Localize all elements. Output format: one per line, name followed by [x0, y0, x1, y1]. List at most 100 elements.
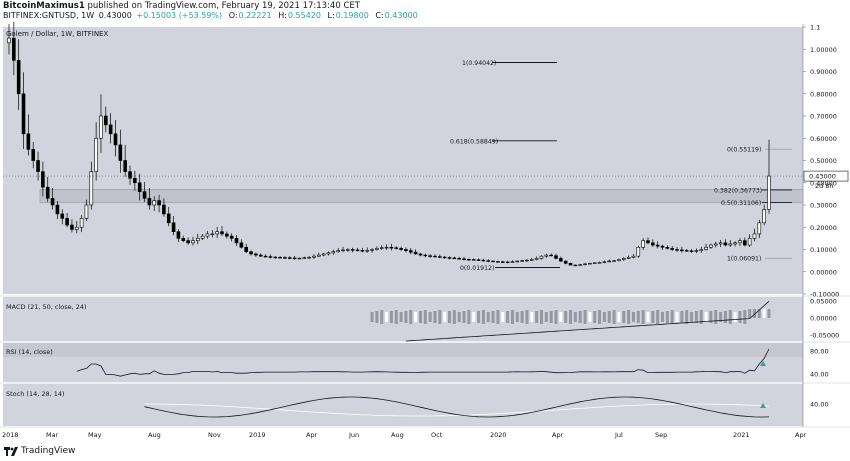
macd-histogram-bar	[385, 312, 389, 322]
macd-histogram-bar	[723, 311, 727, 323]
candle-body	[525, 259, 529, 262]
candle-body	[747, 238, 752, 246]
candle-body	[597, 262, 602, 264]
candle-body	[742, 240, 747, 246]
macd-histogram-bar	[593, 311, 597, 323]
candle-body	[699, 249, 704, 251]
price-tick-label: 0.00000	[810, 268, 837, 276]
candle-body	[641, 240, 645, 248]
time-axis-label: Mar	[46, 431, 59, 439]
candle-body	[84, 204, 89, 219]
candle-body	[607, 260, 612, 263]
macd-histogram-bar	[414, 312, 418, 322]
candle-body	[346, 249, 350, 251]
macd-histogram-bar	[462, 311, 466, 323]
macd-histogram-bar	[685, 310, 689, 324]
candle-body	[36, 160, 40, 172]
price-tick-label: 0.40000	[810, 179, 837, 187]
stoch-signal-arrow-icon	[760, 403, 766, 408]
macd-histogram-bar	[656, 310, 660, 324]
candle-body	[447, 257, 452, 259]
candle-body	[675, 249, 679, 251]
candle-body	[186, 240, 190, 244]
candle-body	[31, 149, 36, 161]
macd-histogram-bar	[598, 310, 602, 324]
tradingview-footer: TradingView	[4, 446, 75, 456]
macd-histogram-bar	[389, 311, 393, 323]
macd-line	[405, 301, 770, 342]
indicator-tick-label: 0.05000	[810, 298, 837, 306]
candle-body	[413, 251, 418, 255]
candle-body	[200, 235, 205, 239]
candle-body	[317, 254, 321, 257]
candle-body	[583, 263, 587, 266]
fib-level-label: 0.618(0.58849)	[450, 138, 498, 145]
candle-body	[534, 258, 539, 260]
candle-body	[496, 261, 500, 263]
candle-body	[239, 242, 244, 248]
price-tick-label: -0.10000	[810, 291, 839, 299]
candle-body	[273, 256, 278, 259]
candle-body	[65, 218, 69, 226]
stoch-pane[interactable]	[3, 384, 803, 426]
candle-body	[254, 253, 258, 256]
macd-histogram-bar	[564, 311, 568, 323]
time-axis-label: Nov	[208, 431, 221, 439]
macd-histogram-bar	[525, 310, 529, 324]
macd-histogram-bar	[699, 310, 703, 324]
footer-brand[interactable]: TradingView	[21, 446, 76, 456]
macd-histogram-bar	[719, 312, 723, 322]
macd-histogram-bar	[665, 311, 669, 323]
candle-body	[147, 198, 152, 206]
price-pane[interactable]	[3, 27, 803, 294]
candle-body	[157, 200, 161, 206]
macd-histogram-bar	[448, 311, 452, 323]
candle-body	[752, 233, 757, 239]
indicator-tick-label: 40.00	[810, 371, 829, 379]
candle-body	[549, 254, 553, 257]
time-axis-label: Apr	[306, 431, 318, 439]
candle-body	[181, 238, 186, 241]
macd-histogram-bar	[670, 310, 674, 324]
macd-histogram-bar	[404, 311, 408, 323]
candle-body	[355, 249, 360, 252]
indicator-title: RSI (14, close)	[6, 348, 53, 356]
macd-pane[interactable]	[3, 297, 803, 341]
candle-body	[41, 171, 45, 188]
high-value: 0.55420	[287, 11, 321, 20]
macd-histogram-bar	[757, 309, 761, 318]
price-tick-label: 1.1	[810, 24, 820, 32]
symbol-name: BITFINEX:GNTUSD, 1W	[3, 11, 95, 20]
macd-histogram-bar	[457, 312, 461, 322]
candle-body	[220, 231, 224, 235]
macd-histogram-bar	[559, 312, 563, 322]
candle-body	[375, 248, 379, 250]
indicator-title: MACD (21, 50, close, 24)	[6, 303, 87, 311]
candle-body	[70, 224, 74, 230]
candle-body	[471, 259, 476, 261]
indicator-tick-label: 80.00	[810, 348, 829, 356]
candle-body	[394, 247, 399, 249]
candle-body	[481, 259, 486, 262]
candle-body	[588, 262, 592, 265]
candle-body	[718, 242, 723, 245]
macd-histogram-bar	[733, 312, 737, 322]
candle-body	[423, 254, 428, 257]
chart-canvas[interactable]: Golem / Dollar, 1W, BITFINEX 1.1 1.00000 0.…	[0, 22, 850, 446]
candle-body	[331, 251, 336, 254]
macd-histogram-bar	[394, 310, 398, 324]
time-axis-label: Oct	[431, 431, 443, 439]
candle-body	[433, 255, 437, 258]
candle-body	[379, 247, 384, 249]
last-price-badge-text: 0.43000	[809, 173, 836, 181]
open-label: O:	[228, 11, 238, 20]
candle-body	[713, 243, 718, 246]
macd-histogram-bar	[549, 311, 553, 323]
author-name[interactable]: BitcoinMaximus1	[3, 1, 85, 11]
candle-body	[166, 213, 171, 224]
countdown-badge-text: 2d 8h	[815, 182, 834, 190]
open-value: 0.22221	[238, 11, 272, 20]
candle-body	[108, 124, 113, 135]
macd-histogram-bar	[602, 312, 606, 322]
candle-body	[99, 115, 103, 139]
